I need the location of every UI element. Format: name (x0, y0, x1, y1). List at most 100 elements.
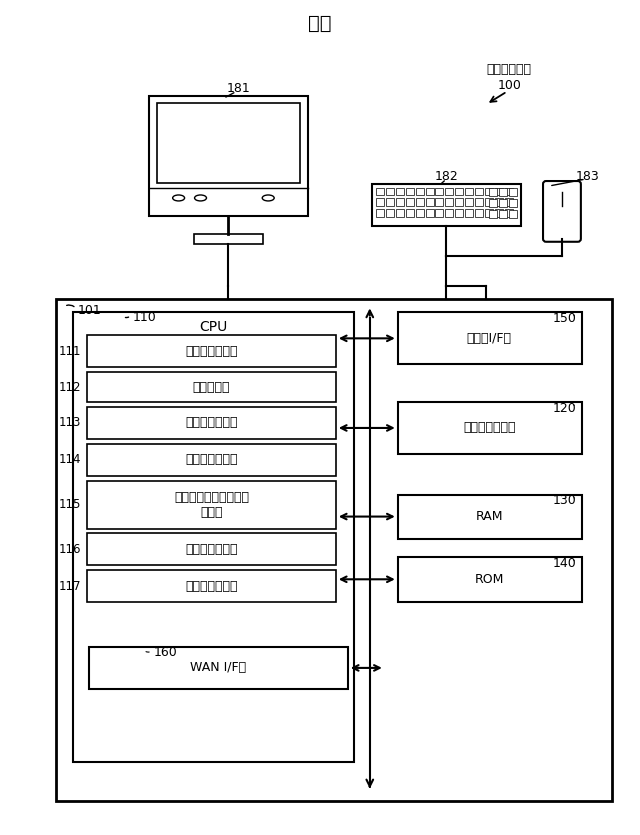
Bar (489, 188, 497, 196)
Text: 117: 117 (58, 579, 81, 593)
Bar (435, 198, 444, 206)
Bar (495, 198, 503, 206)
Bar (465, 209, 474, 217)
Text: 113: 113 (59, 417, 81, 429)
Bar (406, 209, 413, 217)
Bar (87, 570, 336, 602)
Bar (87, 336, 336, 367)
Text: 入出力I/F部: 入出力I/F部 (467, 331, 512, 345)
Bar (148, 96, 308, 216)
Bar (476, 198, 483, 206)
Text: （管理装置）: （管理装置） (486, 63, 532, 76)
Bar (485, 198, 493, 206)
Text: 100: 100 (497, 79, 521, 92)
Bar (456, 209, 463, 217)
Bar (465, 198, 474, 206)
Bar (397, 402, 582, 454)
Bar (435, 188, 444, 195)
Bar (489, 210, 497, 218)
Bar (397, 312, 582, 364)
Bar (397, 558, 582, 602)
Text: 駆付車両決定部: 駆付車両決定部 (185, 543, 237, 556)
Text: 150: 150 (553, 312, 577, 325)
Text: 140: 140 (553, 557, 577, 569)
Bar (485, 188, 493, 195)
Bar (376, 188, 384, 195)
Bar (499, 188, 507, 196)
Text: WAN I/F部: WAN I/F部 (190, 661, 246, 675)
Text: 配車要求受信部: 配車要求受信部 (185, 345, 237, 357)
FancyBboxPatch shape (543, 181, 581, 242)
Bar (56, 299, 612, 802)
Text: 183: 183 (576, 170, 600, 183)
Bar (406, 188, 413, 195)
Bar (559, 196, 565, 204)
Text: 112: 112 (58, 381, 81, 393)
Bar (435, 209, 444, 217)
Bar (426, 198, 433, 206)
Bar (386, 198, 394, 206)
Bar (87, 534, 336, 565)
Text: RAM: RAM (476, 510, 503, 523)
Bar (415, 209, 424, 217)
Ellipse shape (173, 195, 184, 201)
Bar (456, 198, 463, 206)
Text: 116: 116 (58, 543, 81, 556)
Text: 101: 101 (78, 304, 102, 317)
Bar (396, 198, 404, 206)
Bar (489, 199, 497, 207)
Text: 115: 115 (59, 498, 81, 511)
Bar (505, 188, 513, 195)
Text: 車両台数特定部: 車両台数特定部 (185, 453, 237, 466)
Bar (499, 199, 507, 207)
Text: 配車場所特定部: 配車場所特定部 (185, 417, 237, 429)
Bar (87, 407, 336, 439)
Bar (445, 209, 453, 217)
Bar (386, 188, 394, 195)
Bar (509, 199, 517, 207)
Bar (426, 188, 433, 195)
Bar (495, 188, 503, 195)
Text: 110: 110 (133, 311, 157, 324)
Bar (499, 210, 507, 218)
Bar (445, 188, 453, 195)
Text: ROM: ROM (475, 573, 504, 586)
Text: ハードディスク: ハードディスク (463, 422, 515, 434)
Bar (505, 198, 513, 206)
Bar (89, 647, 348, 689)
Bar (372, 184, 521, 225)
Bar (495, 209, 503, 217)
Bar (509, 188, 517, 196)
Text: 111: 111 (58, 345, 81, 357)
Bar (415, 188, 424, 195)
Bar (87, 444, 336, 476)
Text: 160: 160 (154, 646, 177, 660)
Bar (157, 104, 300, 183)
Bar (376, 198, 384, 206)
Bar (376, 209, 384, 217)
Bar (456, 188, 463, 195)
Bar (476, 188, 483, 195)
Ellipse shape (195, 195, 207, 201)
Text: CPU: CPU (199, 321, 228, 334)
Text: 120: 120 (553, 402, 577, 414)
Text: 182: 182 (435, 170, 458, 183)
Bar (396, 188, 404, 195)
Bar (509, 210, 517, 218)
Text: 114: 114 (58, 453, 81, 466)
Text: 130: 130 (553, 494, 577, 507)
Text: 181: 181 (227, 82, 250, 95)
Bar (445, 198, 453, 206)
Bar (476, 209, 483, 217)
Bar (386, 209, 394, 217)
Bar (193, 234, 263, 244)
Bar (505, 209, 513, 217)
Bar (485, 209, 493, 217)
Bar (396, 209, 404, 217)
Bar (415, 198, 424, 206)
Text: 図２: 図２ (308, 14, 332, 33)
Bar (406, 198, 413, 206)
Ellipse shape (262, 195, 274, 201)
Text: ブロードキャスト命令
送信部: ブロードキャスト命令 送信部 (174, 491, 249, 519)
Text: 駆付命令送信部: 駆付命令送信部 (185, 579, 237, 593)
